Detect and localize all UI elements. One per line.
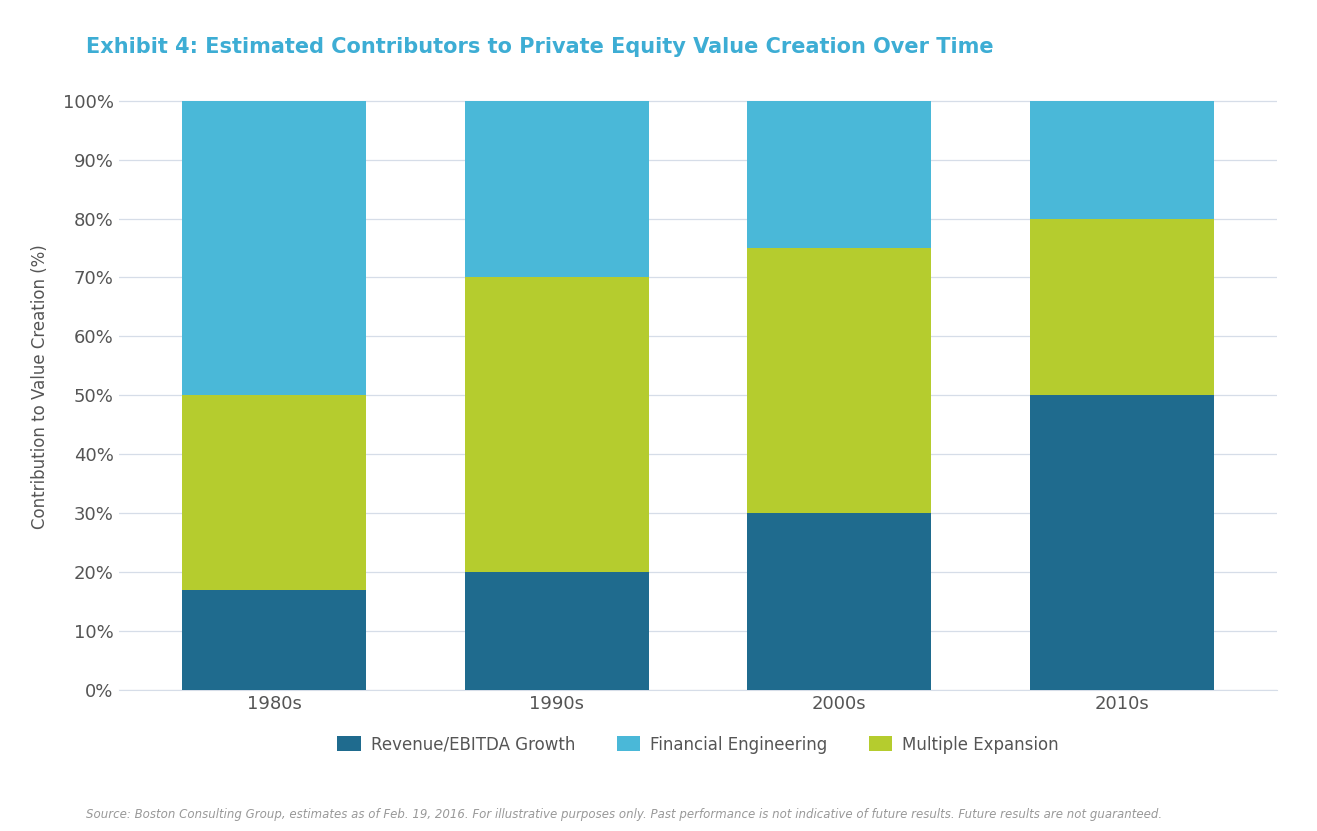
Text: Source: Boston Consulting Group, estimates as of Feb. 19, 2016. For illustrative: Source: Boston Consulting Group, estimat… xyxy=(86,808,1162,821)
Bar xyxy=(182,590,366,690)
Bar xyxy=(1030,219,1214,396)
Bar xyxy=(465,572,648,690)
Y-axis label: Contribution to Value Creation (%): Contribution to Value Creation (%) xyxy=(30,244,49,529)
Bar xyxy=(748,101,931,248)
Bar xyxy=(748,248,931,513)
Bar xyxy=(748,513,931,690)
Bar xyxy=(465,101,648,278)
Bar xyxy=(1030,396,1214,690)
Bar xyxy=(182,396,366,590)
Bar xyxy=(465,278,648,572)
Text: Exhibit 4: Estimated Contributors to Private Equity Value Creation Over Time: Exhibit 4: Estimated Contributors to Pri… xyxy=(86,37,993,57)
Bar xyxy=(1030,101,1214,219)
Legend: Revenue/EBITDA Growth, Financial Engineering, Multiple Expansion: Revenue/EBITDA Growth, Financial Enginee… xyxy=(331,729,1065,760)
Bar xyxy=(182,101,366,396)
